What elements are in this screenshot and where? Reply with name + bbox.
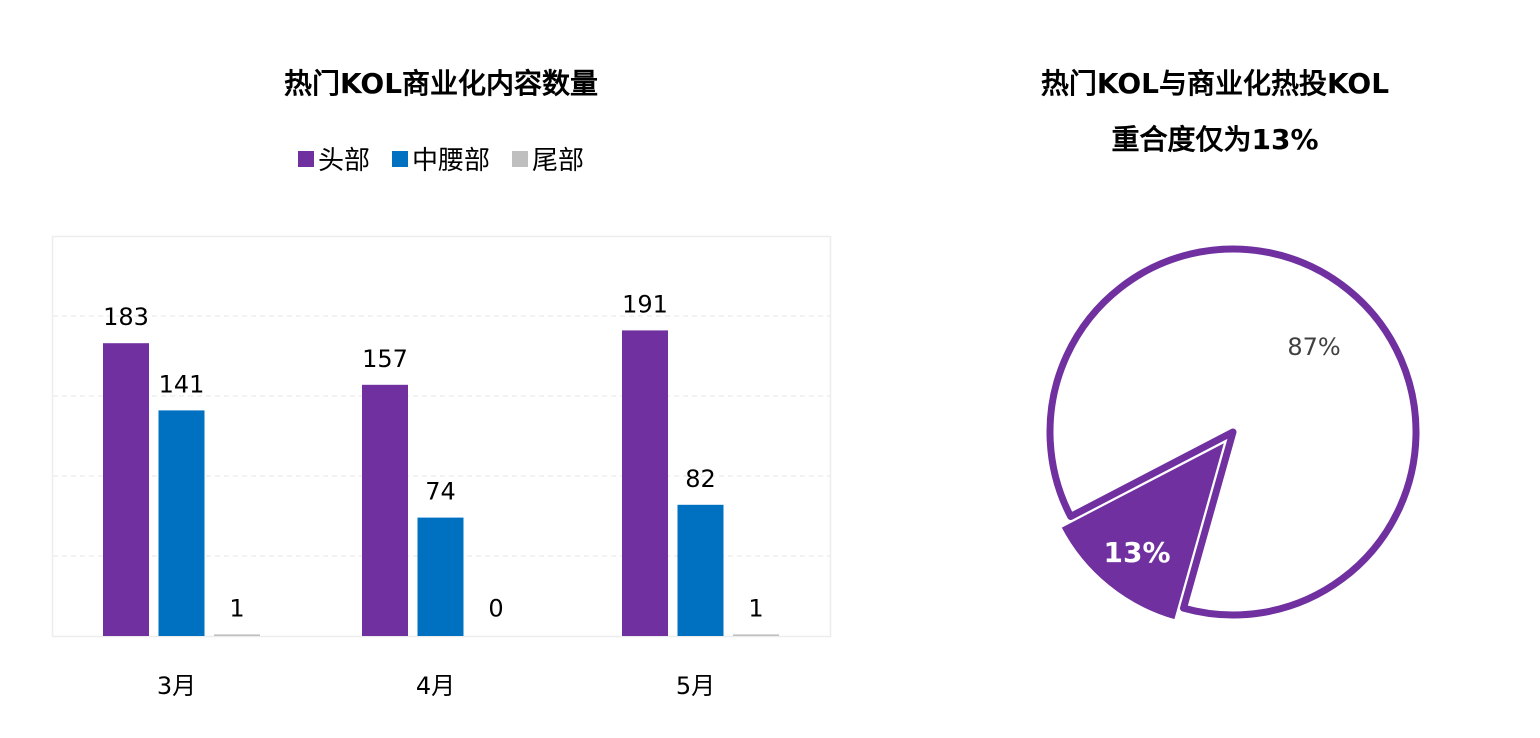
- legend-label: 尾部: [532, 146, 585, 176]
- legend-item-mid: 中腰部: [391, 140, 490, 177]
- legend-item-head: 头部: [297, 140, 370, 177]
- x-axis-label: 5月: [676, 672, 715, 700]
- bar: [733, 634, 779, 636]
- x-axis-labels: 3月 4月 5月: [157, 672, 715, 700]
- bar: [103, 343, 149, 636]
- legend-swatch-icon: [391, 150, 408, 167]
- legend-swatch-icon: [297, 150, 314, 167]
- bar-chart-legend: 头部 中腰部 尾部: [52, 140, 830, 177]
- bar: [622, 330, 668, 636]
- bar: [417, 517, 464, 636]
- data-label: 1: [229, 594, 244, 622]
- data-label: 82: [685, 465, 716, 493]
- data-label: 157: [362, 345, 408, 373]
- data-label: 1: [748, 594, 763, 622]
- bar: [362, 384, 408, 636]
- bar: [677, 504, 724, 636]
- pie-chart-title-line1: 热门KOL与商业化热投KOL: [1040, 67, 1390, 100]
- data-label: 191: [622, 290, 668, 318]
- x-axis-label: 3月: [157, 672, 196, 700]
- legend-label: 中腰部: [411, 146, 490, 176]
- plot-frame: [51, 235, 832, 638]
- data-label: 74: [425, 478, 456, 506]
- data-label: 183: [103, 303, 149, 331]
- data-label: 0: [488, 595, 503, 623]
- bars: 183 141 1 157 74 0 191 82 1: [103, 290, 779, 636]
- data-label: 141: [159, 370, 205, 398]
- legend-label: 头部: [317, 146, 370, 176]
- bar: [214, 634, 260, 636]
- legend-swatch-icon: [512, 150, 528, 167]
- x-axis-label: 4月: [416, 672, 455, 700]
- pie-chart-title-line2: 重合度仅为13%: [1111, 123, 1319, 156]
- legend-item-tail: 尾部: [512, 140, 584, 177]
- bar: [158, 410, 205, 636]
- bar-chart-title: 热门KOL商业化内容数量: [283, 67, 599, 100]
